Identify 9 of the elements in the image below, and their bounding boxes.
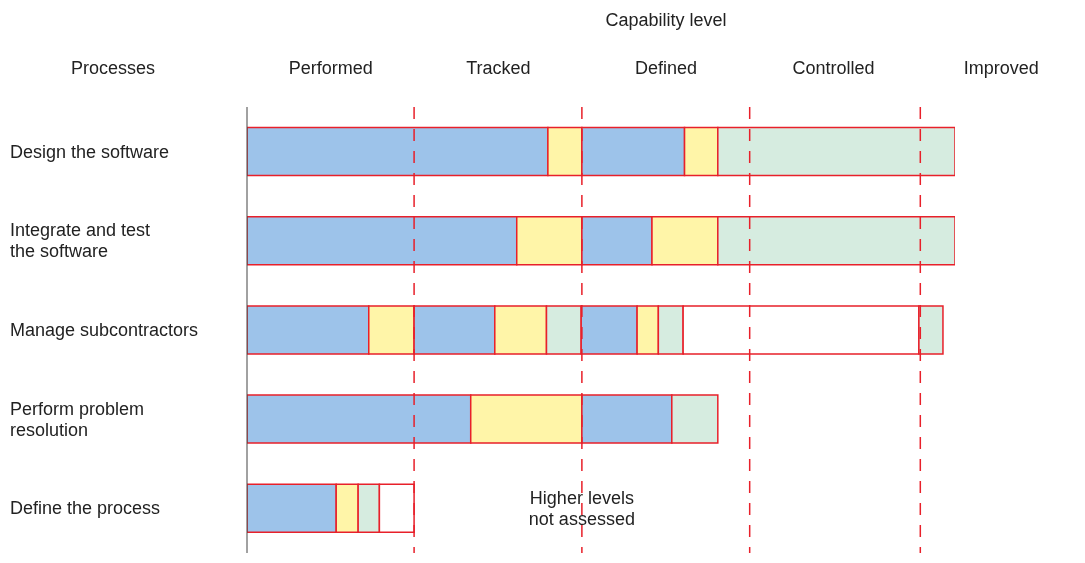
x-axis-title: Capability level bbox=[604, 10, 728, 31]
annotation: Higher levels not assessed bbox=[528, 487, 635, 529]
level-header: Performed Tracked Defined Controlled Improved bbox=[287, 58, 1040, 79]
y-tick-label: Perform problem resolution bbox=[10, 398, 145, 440]
y-tick-label: Manage subcontractors bbox=[10, 320, 199, 340]
y-tick-label: Design the software bbox=[10, 141, 170, 162]
y-tick-label: Integrate and test the software bbox=[10, 220, 151, 262]
y-tick-label: Define the process bbox=[10, 498, 161, 519]
y-axis-title: Processes bbox=[69, 58, 156, 79]
